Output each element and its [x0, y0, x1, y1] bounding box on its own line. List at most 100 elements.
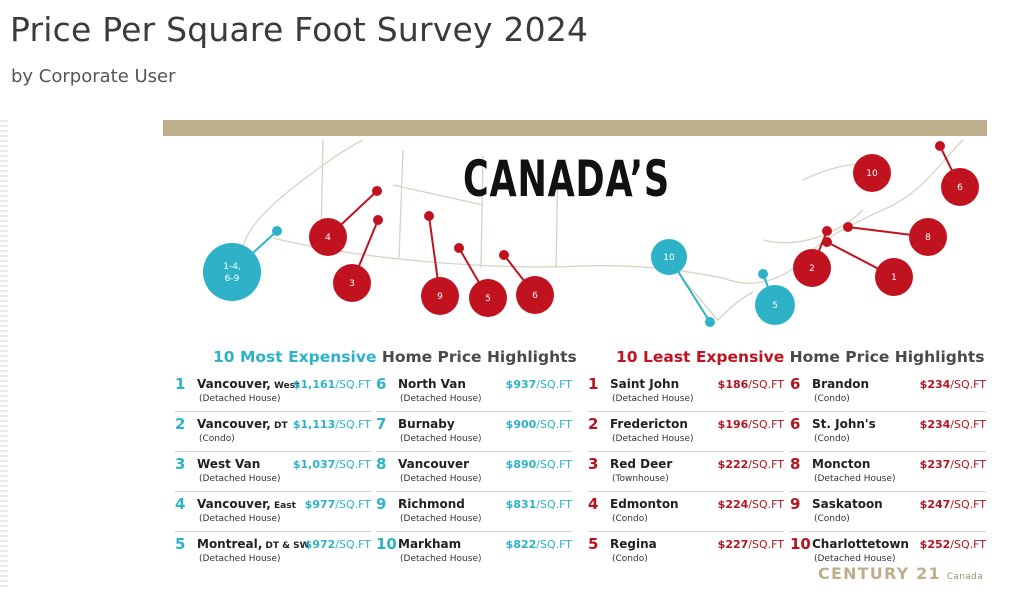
most-expensive-title-rest: Home Price Highlights — [376, 348, 577, 366]
price-unit: /SQ.FT — [335, 458, 371, 471]
price-per-sqft: $831/SQ.FT — [506, 498, 572, 511]
city-name: Charlottetown — [812, 537, 909, 551]
gold-header-bar — [163, 120, 987, 136]
list-item: 9 Richmond (Detached House) $831/SQ.FT — [376, 493, 572, 532]
price-per-sqft: $247/SQ.FT — [920, 498, 986, 511]
map-marker-label: 6-9 — [225, 274, 240, 284]
least-expensive-col-2: 6 Brandon (Condo) $234/SQ.FT 6 St. John's (Con… — [790, 373, 986, 572]
price-per-sqft: $234/SQ.FT — [920, 378, 986, 391]
price-per-sqft: $890/SQ.FT — [506, 458, 572, 471]
price-value: $224 — [717, 498, 749, 511]
price-unit: /SQ.FT — [335, 498, 371, 511]
price-unit: /SQ.FT — [335, 378, 371, 391]
rank-number: 6 — [790, 375, 801, 393]
price-per-sqft: $222/SQ.FT — [718, 458, 784, 471]
property-type: (Detached House) — [400, 434, 482, 444]
price-per-sqft: $1,161/SQ.FT — [293, 378, 371, 391]
city-name: Saskatoon — [812, 497, 883, 511]
city-label: Burnaby — [398, 417, 455, 431]
price-unit: /SQ.FT — [536, 498, 572, 511]
list-item: 8 Vancouver (Detached House) $890/SQ.FT — [376, 453, 572, 492]
list-item: 3 Red Deer (Townhouse) $222/SQ.FT — [588, 453, 784, 492]
price-per-sqft: $1,113/SQ.FT — [293, 418, 371, 431]
price-value: $822 — [505, 538, 537, 551]
price-per-sqft: $237/SQ.FT — [920, 458, 986, 471]
city-name: Moncton — [812, 457, 870, 471]
map-marker-label: 5 — [485, 294, 491, 304]
list-item: 6 Brandon (Condo) $234/SQ.FT — [790, 373, 986, 412]
marker-pin-dot — [758, 269, 768, 279]
rank-number: 2 — [588, 415, 599, 433]
list-item: 6 North Van (Detached House) $937/SQ.FT — [376, 373, 572, 412]
rank-number: 3 — [588, 455, 599, 473]
price-unit: /SQ.FT — [536, 418, 572, 431]
property-type: (Detached House) — [199, 514, 281, 524]
map-marker-label: 8 — [925, 233, 931, 243]
list-item: 9 Saskatoon (Condo) $247/SQ.FT — [790, 493, 986, 532]
city-label: Vancouver, — [197, 377, 271, 391]
map-marker-circle — [875, 258, 913, 296]
map-marker-label: 4 — [325, 233, 331, 243]
city-name: Saint John — [610, 377, 679, 391]
rank-number: 10 — [376, 535, 397, 553]
city-name: Vancouver, West — [197, 377, 299, 391]
map-marker-label: 1-4, — [223, 262, 241, 272]
price-value: $1,161 — [292, 378, 336, 391]
property-type: (Detached House) — [199, 474, 281, 484]
price-per-sqft: $196/SQ.FT — [718, 418, 784, 431]
city-name: Vancouver, DT — [197, 417, 288, 431]
map-coast-line — [722, 139, 964, 284]
map-marker-circle — [651, 239, 687, 275]
map-marker-circle — [755, 285, 795, 325]
map-coast-line — [762, 209, 864, 244]
price-per-sqft: $900/SQ.FT — [506, 418, 572, 431]
marker-pin-dot — [705, 317, 715, 327]
city-label: St. John's — [812, 417, 876, 431]
rank-number: 9 — [790, 495, 801, 513]
marker-pin-dot — [935, 141, 945, 151]
property-type: (Detached House) — [612, 434, 694, 444]
canada-map: 1-4, 6-9 10 5 4 3 9 5 6 10 6 8 2 1 — [203, 139, 979, 327]
city-name: Edmonton — [610, 497, 679, 511]
property-type: (Detached House) — [400, 514, 482, 524]
rank-number: 6 — [790, 415, 801, 433]
price-per-sqft: $1,037/SQ.FT — [293, 458, 371, 471]
city-label: Vancouver, — [197, 417, 271, 431]
price-per-sqft: $972/SQ.FT — [305, 538, 371, 551]
city-name: North Van — [398, 377, 466, 391]
city-label: Vancouver, — [197, 497, 271, 511]
property-type: (Condo) — [814, 434, 850, 444]
city-label: Fredericton — [610, 417, 688, 431]
marker-pin-dot — [372, 186, 382, 196]
price-value: $1,113 — [292, 418, 336, 431]
price-value: $237 — [919, 458, 951, 471]
city-area: East — [270, 501, 296, 511]
most-expensive-col-1: 1 Vancouver, West (Detached House) $1,161/S… — [175, 373, 371, 572]
list-item: 2 Vancouver, DT (Condo) $1,113/SQ.FT — [175, 413, 371, 452]
least-expensive-title-rest: Home Price Highlights — [784, 348, 985, 366]
city-name: St. John's — [812, 417, 876, 431]
map-marker-circle — [333, 264, 371, 302]
rank-number: 6 — [376, 375, 387, 393]
rank-number: 3 — [175, 455, 186, 473]
price-per-sqft: $822/SQ.FT — [506, 538, 572, 551]
rank-number: 7 — [376, 415, 387, 433]
city-label: Saint John — [610, 377, 680, 391]
property-type: (Condo) — [814, 514, 850, 524]
price-value: $977 — [304, 498, 336, 511]
price-value: $227 — [717, 538, 749, 551]
map-marker-label: 9 — [437, 292, 443, 302]
price-per-sqft: $234/SQ.FT — [920, 418, 986, 431]
least-expensive-title-highlight: 10 Least Expensive — [616, 348, 785, 366]
least-expensive-title: 10 Least Expensive Home Price Highlights — [616, 348, 985, 366]
city-label: Montreal, — [197, 537, 263, 551]
marker-pin-dot — [822, 226, 832, 236]
price-value: $937 — [505, 378, 537, 391]
marker-pin-dot — [843, 222, 853, 232]
rank-number: 2 — [175, 415, 186, 433]
map-marker-circle — [853, 154, 891, 192]
marker-pin-dot — [424, 211, 434, 221]
city-name: Vancouver, East — [197, 497, 296, 511]
city-name: Vancouver — [398, 457, 469, 471]
marker-pin-dot — [373, 215, 383, 225]
